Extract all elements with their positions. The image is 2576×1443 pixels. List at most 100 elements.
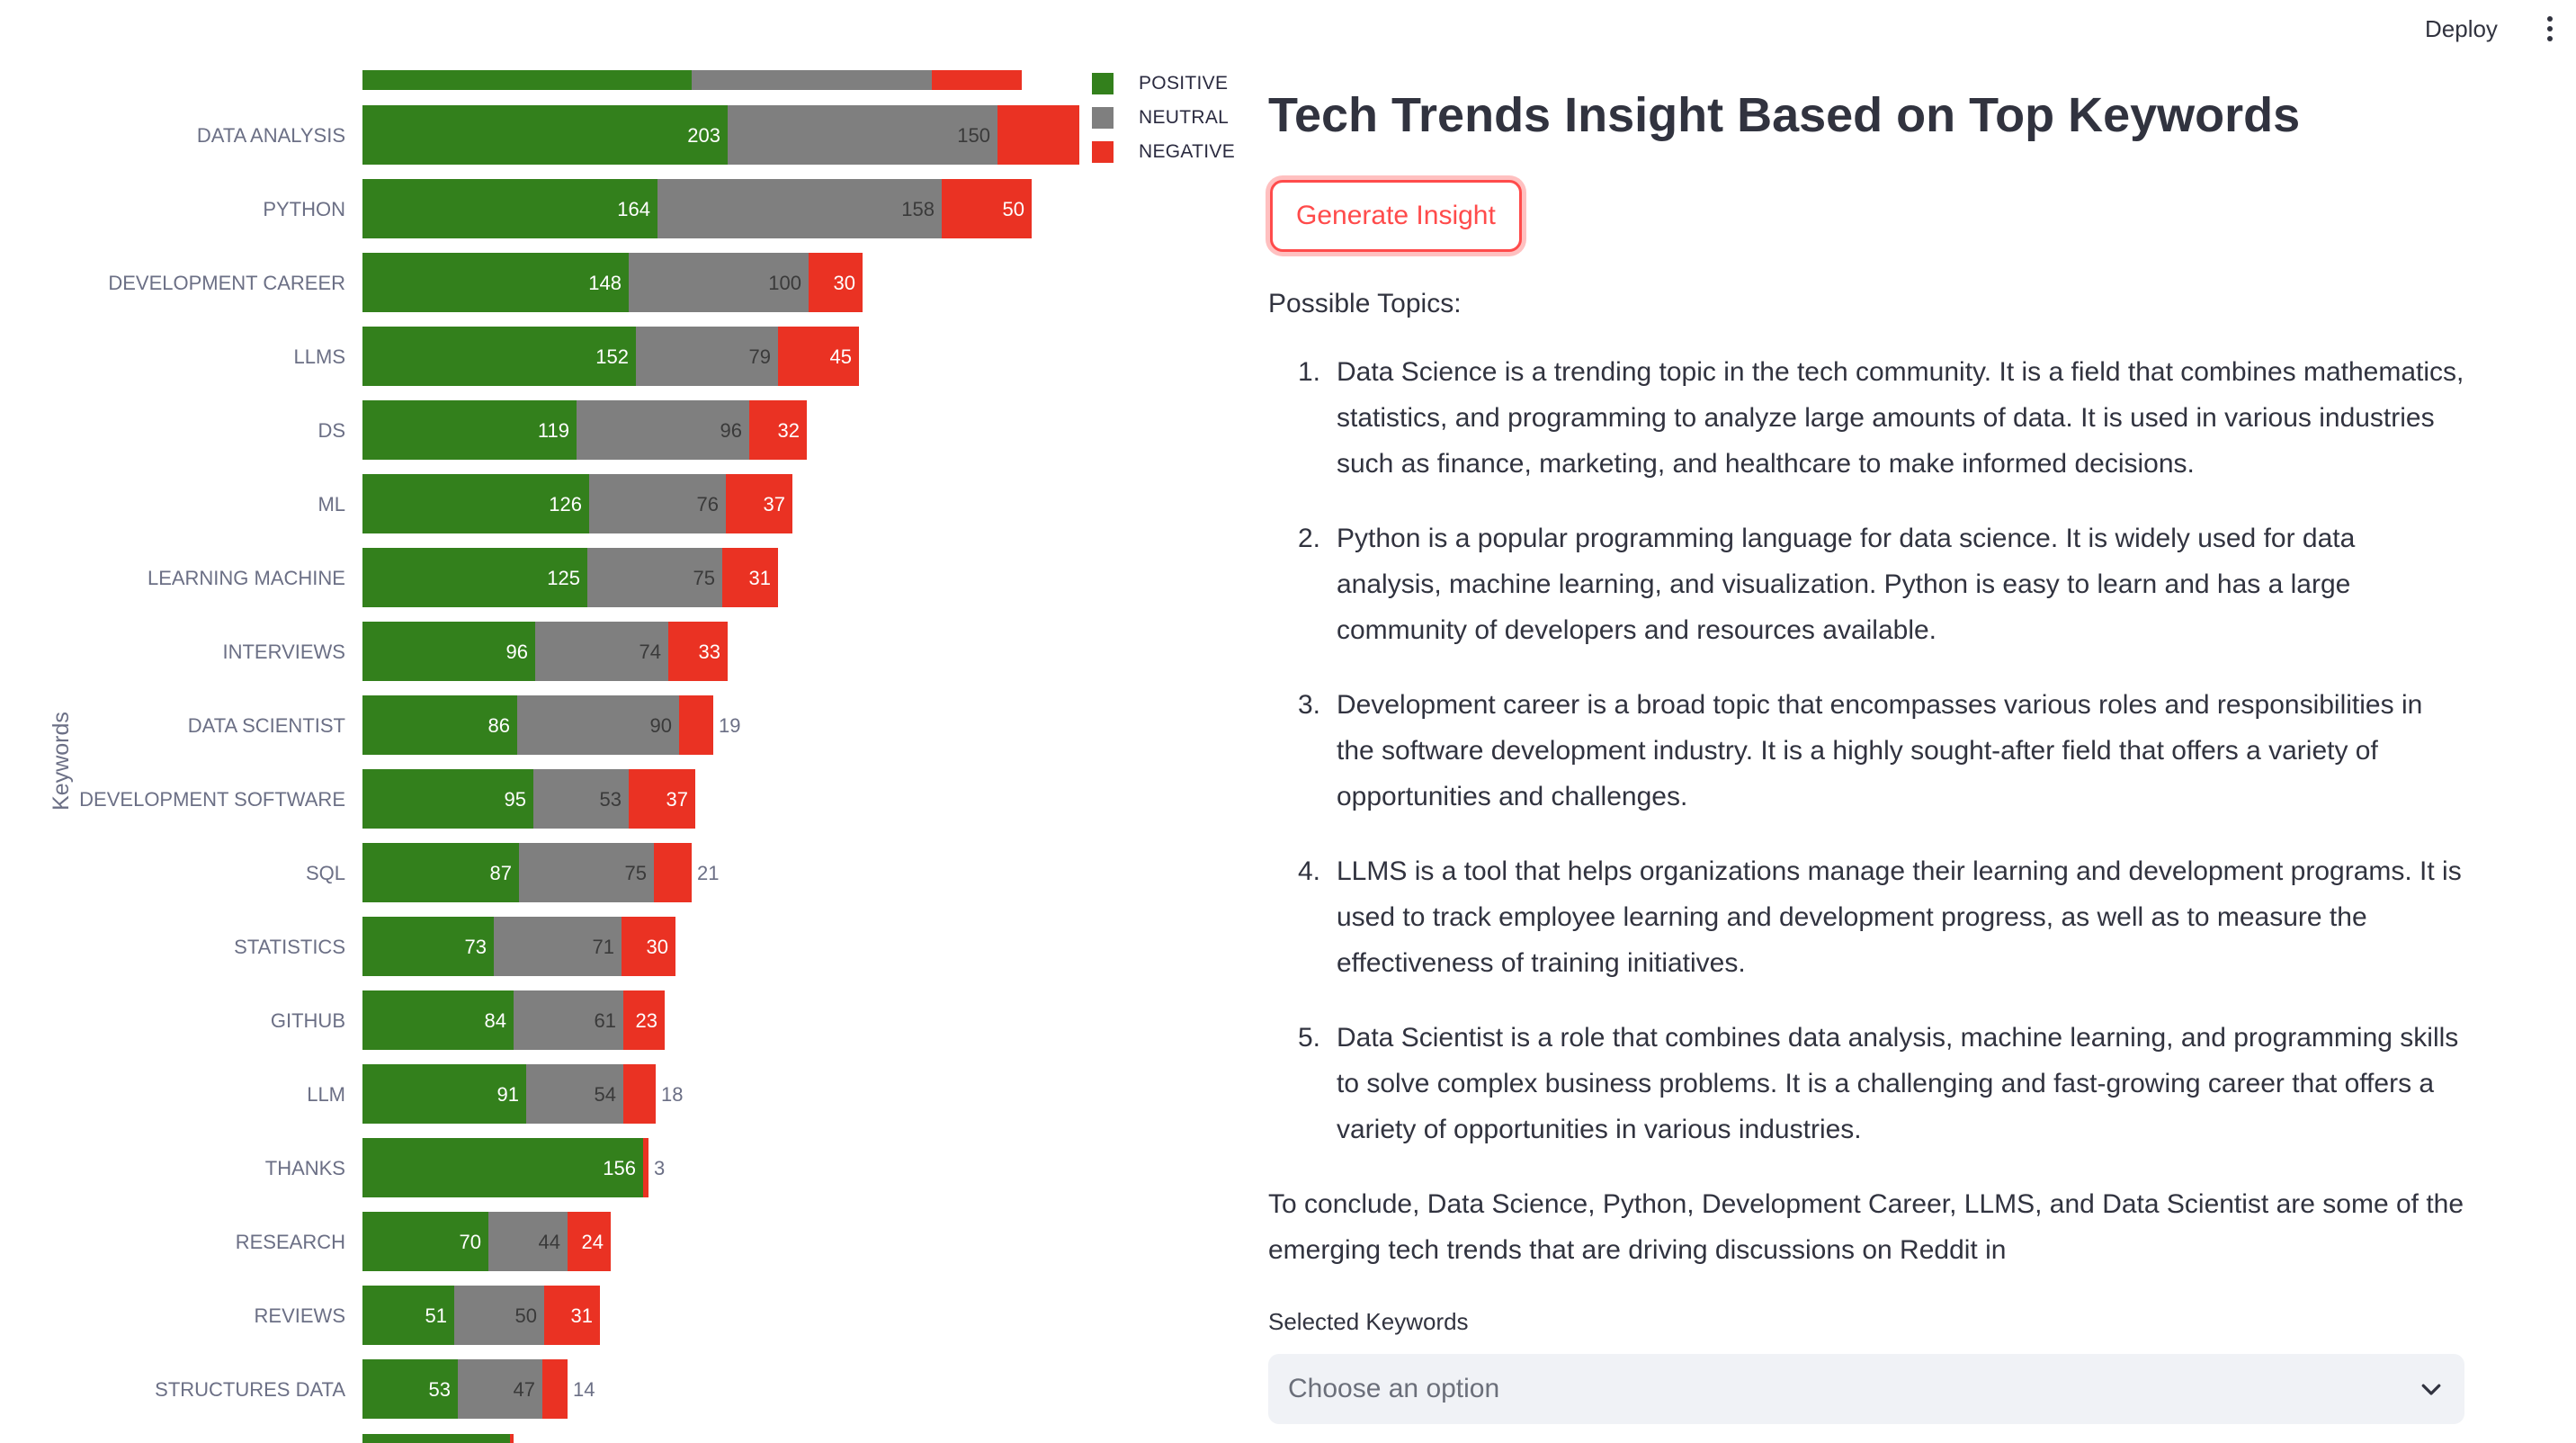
value-label: 53 [600, 788, 622, 811]
value-label: 24 [582, 1231, 604, 1253]
value-label: 32 [778, 419, 800, 442]
bar-positive [362, 695, 517, 755]
topic-text: Data Science is a trending topic in the … [1337, 357, 2464, 479]
legend-item-neutral[interactable]: NEUTRAL [1092, 101, 1235, 135]
bar-positive [362, 400, 577, 460]
value-label: 31 [571, 1304, 593, 1327]
legend-item-negative[interactable]: NEGATIVE [1092, 135, 1235, 169]
value-label: 73 [465, 936, 487, 958]
topic-number: 2. [1297, 524, 1320, 553]
value-label: 31 [749, 567, 771, 589]
partial-bar-segment [510, 1434, 514, 1443]
value-label: 125 [547, 567, 580, 589]
generate-insight-button[interactable]: Generate Insight [1270, 180, 1522, 252]
category-label: DATA SCIENTIST [188, 714, 345, 737]
topic-text: Data Scientist is a role that combines d… [1337, 1023, 2459, 1144]
value-label: 84 [485, 1009, 506, 1032]
topic-item: 2. Python is a popular programming langua… [1268, 515, 2464, 653]
bar-positive [362, 1064, 526, 1124]
sentiment-bar-chart: Keywords DATA ANALYSIS 203 150 84 PYTHON 164 15… [49, 70, 1079, 1443]
bar-neutral [519, 843, 654, 902]
value-label: 152 [595, 345, 629, 368]
insight-panel: Tech Trends Insight Based on Top Keyword… [1268, 77, 2464, 1424]
keywords-select[interactable]: Choose an option [1268, 1354, 2464, 1424]
legend-swatch [1092, 141, 1114, 163]
bar-negative [623, 990, 665, 1050]
category-label: ML [318, 493, 345, 515]
value-label: 71 [593, 936, 614, 958]
bar-negative [643, 1138, 648, 1197]
bar-negative [722, 548, 778, 607]
bar-positive [362, 843, 519, 902]
bar-neutral [629, 253, 809, 312]
bar-neutral [458, 1359, 542, 1419]
bar-neutral [533, 769, 629, 829]
value-label: 47 [514, 1378, 535, 1401]
topic-item: 1. Data Science is a trending topic in th… [1268, 349, 2464, 487]
value-label: 87 [490, 862, 512, 884]
value-label: 156 [603, 1157, 636, 1179]
category-label: DATA ANALYSIS [197, 124, 345, 147]
bar-positive [362, 769, 533, 829]
category-label: DEVELOPMENT CAREER [108, 272, 345, 294]
bar-negative [542, 1359, 568, 1419]
legend-label: POSITIVE [1139, 73, 1229, 94]
value-label: 86 [488, 714, 510, 737]
bar-positive [362, 990, 514, 1050]
topic-number: 1. [1297, 357, 1320, 387]
partial-bar-segment [932, 70, 1022, 90]
top-bar: Deploy [0, 0, 2576, 58]
value-label: 30 [834, 272, 855, 294]
bar-neutral [494, 917, 622, 976]
bar-positive [362, 474, 589, 533]
value-label: 37 [666, 788, 688, 811]
value-label: 70 [460, 1231, 481, 1253]
page-title: Tech Trends Insight Based on Top Keyword… [1268, 88, 2301, 142]
bar-neutral [526, 1064, 623, 1124]
kebab-menu-icon[interactable] [2536, 13, 2563, 45]
value-label: 18 [661, 1083, 683, 1106]
value-label: 50 [515, 1304, 537, 1327]
category-label: LLM [307, 1083, 345, 1106]
partial-bar-segment [362, 70, 692, 90]
topic-number: 3. [1297, 690, 1320, 720]
value-label: 14 [573, 1378, 595, 1401]
value-label: 53 [429, 1378, 451, 1401]
bar-neutral [488, 1212, 568, 1271]
value-label: 79 [749, 345, 771, 368]
topic-item: 4. LLMS is a tool that helps organization… [1268, 848, 2464, 986]
category-label: SQL [306, 862, 345, 884]
bar-negative [568, 1212, 611, 1271]
partial-bar-segment [692, 70, 932, 90]
category-label: LLMS [294, 345, 345, 368]
bar-positive [362, 179, 657, 238]
bar-positive [362, 622, 535, 681]
legend-swatch [1092, 107, 1114, 129]
chevron-down-icon [2421, 1384, 2441, 1395]
topics-list: 1. Data Science is a trending topic in th… [1268, 349, 2464, 1152]
value-label: 19 [719, 714, 740, 737]
value-label: 90 [650, 714, 672, 737]
bar-negative [668, 622, 728, 681]
value-label: 158 [901, 198, 935, 220]
bar-neutral [514, 990, 623, 1050]
category-label: REVIEWS [255, 1304, 345, 1327]
topic-text: Python is a popular programming language… [1337, 524, 2356, 645]
bar-negative [623, 1064, 656, 1124]
bar-negative [544, 1286, 600, 1345]
y-axis-title: Keywords [49, 712, 74, 811]
value-label: 96 [720, 419, 742, 442]
bar-negative [622, 917, 675, 976]
value-label: 75 [625, 862, 647, 884]
bar-positive [362, 327, 636, 386]
bar-negative [809, 253, 863, 312]
bar-neutral [587, 548, 722, 607]
legend-item-positive[interactable]: POSITIVE [1092, 67, 1235, 101]
bar-positive [362, 1286, 454, 1345]
deploy-button[interactable]: Deploy [2411, 13, 2512, 45]
value-label: 3 [654, 1157, 665, 1179]
topic-number: 5. [1297, 1023, 1320, 1053]
value-label: 74 [640, 641, 661, 663]
value-label: 76 [697, 493, 719, 515]
select-placeholder: Choose an option [1288, 1374, 1500, 1403]
